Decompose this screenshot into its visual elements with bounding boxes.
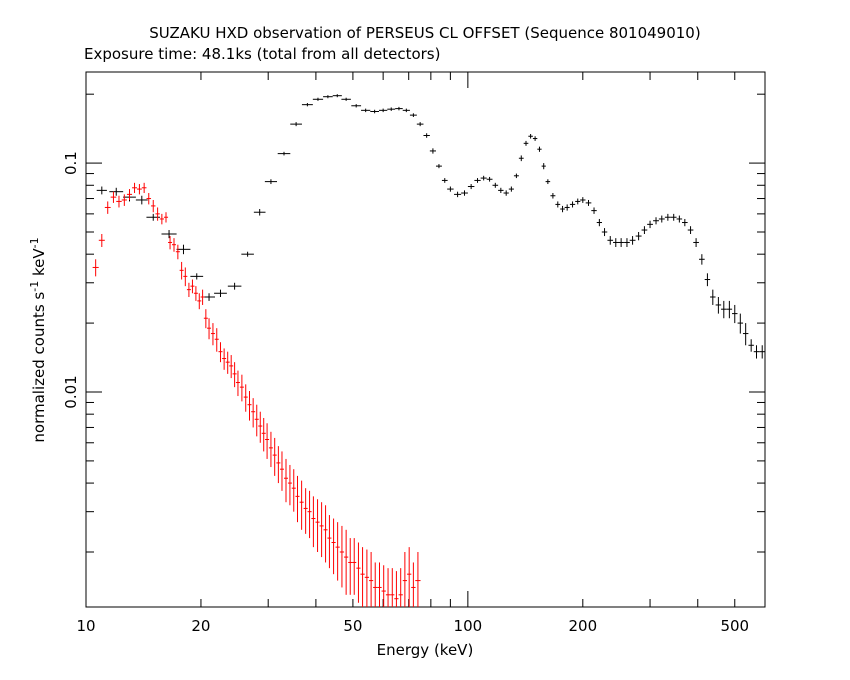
x-tick-labels: 10 20 50 100 200 500 xyxy=(76,617,749,635)
x-tick-label: 50 xyxy=(343,617,362,635)
y-tick-labels: 0.1 0.01 xyxy=(62,151,80,409)
y-axis-label-exp2: -1 xyxy=(28,237,41,248)
chart-subtitle: Exposure time: 48.1ks (total from all de… xyxy=(84,45,440,63)
plot-frame xyxy=(85,71,766,608)
chart-title: SUZAKU HXD observation of PERSEUS CL OFF… xyxy=(149,24,700,42)
y-tick-label: 0.01 xyxy=(62,375,80,408)
y-axis-label-main: normalized counts s xyxy=(30,292,48,443)
axis-ticks xyxy=(85,72,766,607)
x-tick-label: 100 xyxy=(454,617,483,635)
y-axis-label: normalized counts s-1 keV-1 xyxy=(28,237,48,442)
x-axis-label: Energy (keV) xyxy=(377,641,474,659)
x-tick-label: 500 xyxy=(720,617,749,635)
y-axis-label-mid: keV xyxy=(30,248,48,281)
y-axis-label-exp1: -1 xyxy=(28,281,41,292)
series-black xyxy=(96,94,766,359)
series-red xyxy=(92,182,421,607)
x-tick-label: 200 xyxy=(568,617,597,635)
x-tick-label: 10 xyxy=(76,617,95,635)
y-tick-label: 0.1 xyxy=(62,151,80,175)
x-tick-label: 20 xyxy=(191,617,210,635)
